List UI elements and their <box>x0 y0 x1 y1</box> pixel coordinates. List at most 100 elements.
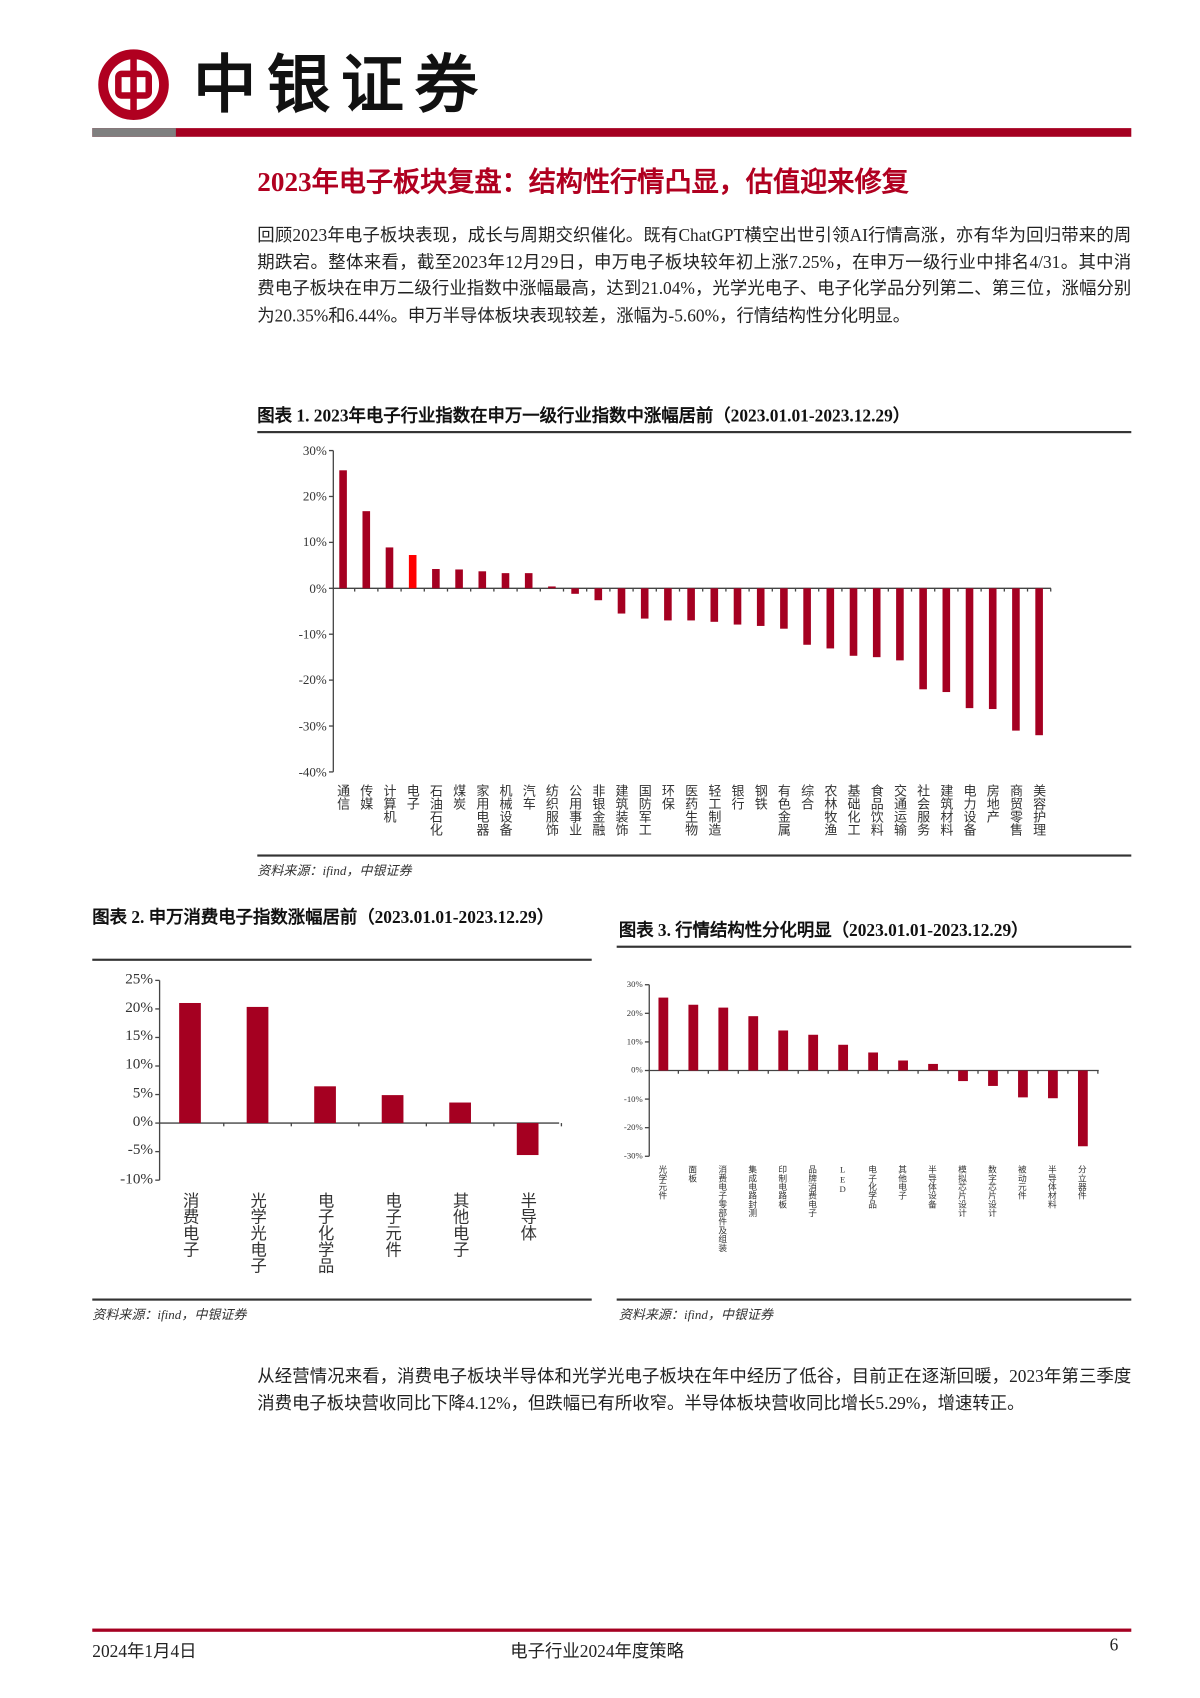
chart3-title: 图表 3. 行情结构性分化明显（2023.01.01-2023.12.29） <box>618 921 1029 941</box>
category-label: 消费电子 <box>180 1192 199 1258</box>
bar-建筑材料 <box>942 588 951 693</box>
y-tick-label: -10% <box>120 1171 154 1188</box>
bar-计算机 <box>385 547 394 589</box>
category-label: 模拟芯片设计 <box>957 1164 968 1218</box>
chart1-title: 图表 1. 2023年电子行业指数在申万一级行业指数中涨幅居前（2023.01.… <box>257 407 911 426</box>
bar-环保 <box>664 588 672 621</box>
y-tick-label: -30% <box>298 718 327 734</box>
y-tick-label: 20% <box>125 999 154 1017</box>
y-tick-label: 0% <box>132 1113 154 1131</box>
category-label: 数字芯片设计 <box>987 1164 998 1218</box>
bar-建筑装饰 <box>617 588 626 614</box>
bar-汽车 <box>524 573 533 589</box>
category-label: 半导体设备 <box>927 1164 938 1209</box>
bar-电力设备 <box>965 588 974 709</box>
bar-交通运输 <box>896 588 904 661</box>
bar-农林牧渔 <box>826 588 835 649</box>
chart2-top-rule <box>92 958 592 961</box>
bar-集成电路封测 <box>748 1016 759 1071</box>
category-label: 品牌消费电子 <box>807 1164 818 1218</box>
category-label: 交通运输 <box>892 783 908 836</box>
category-label: 电力设备 <box>961 783 978 836</box>
category-label: 面板 <box>687 1164 698 1183</box>
category-label: 有色金属 <box>776 783 792 836</box>
category-label: 商贸零售 <box>1008 783 1024 836</box>
y-tick-label: -5% <box>127 1142 154 1159</box>
footer-doc-title: 电子行业2024年度策略 <box>510 1642 685 1662</box>
y-tick-label: 30% <box>302 442 327 458</box>
bar-银行 <box>733 588 742 625</box>
category-label: 汽车 <box>521 783 537 810</box>
chart1-top-rule <box>257 431 1132 434</box>
chart3-top-rule <box>616 945 1132 948</box>
header-bar-accent <box>92 128 176 137</box>
bar-非银金融 <box>594 588 603 601</box>
y-tick-label: 10% <box>626 1036 643 1047</box>
y-tick-label: -40% <box>298 764 327 780</box>
category-label: 被动元件 <box>1017 1164 1028 1200</box>
category-label: 光学元件 <box>657 1164 668 1200</box>
bar-印制电路板 <box>778 1030 789 1071</box>
chart2-title: 图表 2. 申万消费电子指数涨幅居前（2023.01.01-2023.12.29… <box>92 908 555 928</box>
category-label: 钢铁 <box>753 783 769 810</box>
bar-半导体材料 <box>1048 1070 1058 1099</box>
category-label: 半导体材料 <box>1047 1164 1058 1209</box>
category-label: 半导体 <box>518 1192 536 1241</box>
brand-name: 中银证券 <box>193 49 489 121</box>
y-tick-label: 0% <box>631 1065 643 1076</box>
y-tick-label: -30% <box>623 1151 643 1161</box>
bar-钢铁 <box>756 588 765 626</box>
bar-数字芯片设计 <box>988 1070 998 1086</box>
category-label: 传媒 <box>358 783 374 810</box>
footer-rule <box>92 1628 1132 1632</box>
category-label: 国防军工 <box>637 783 653 836</box>
bar-电子化学品 <box>314 1086 336 1124</box>
category-label: 电子化学品 <box>315 1192 334 1274</box>
bar-电子化学品 <box>868 1052 879 1071</box>
bar-通信 <box>339 470 347 589</box>
category-label: 计算机 <box>381 783 398 823</box>
y-tick-label: 15% <box>125 1028 154 1045</box>
category-label: 电子 <box>405 783 421 810</box>
category-label: 煤炭 <box>451 783 467 810</box>
category-label: 集成电路封测 <box>747 1164 758 1218</box>
bar-其他电子 <box>898 1060 908 1071</box>
category-label: 综合 <box>799 783 815 810</box>
category-label: 通信 <box>335 783 351 810</box>
category-label: 房地产 <box>985 783 1001 823</box>
bar-半导体 <box>516 1123 539 1156</box>
bar-其他电子 <box>449 1102 471 1124</box>
bar-电子 <box>408 555 417 589</box>
chart1-bottom-rule <box>257 854 1132 857</box>
category-label: 非银金融 <box>590 783 606 836</box>
bar-纺织服饰 <box>548 586 556 589</box>
bar-面板 <box>688 1004 699 1071</box>
bar-机械设备 <box>501 573 510 589</box>
y-tick-label: 5% <box>132 1085 154 1102</box>
category-label: 食品饮料 <box>869 783 885 836</box>
bar-电子元件 <box>381 1095 404 1124</box>
category-label: 光学光电子 <box>248 1192 266 1274</box>
category-label: 建筑材料 <box>938 783 954 836</box>
bar-光学光电子 <box>246 1006 269 1124</box>
category-label: 消费电子零部件及组装 <box>717 1164 728 1252</box>
bar-品牌消费电子 <box>808 1034 819 1071</box>
category-label: 石油石化 <box>428 783 444 836</box>
category-label: 电子元件 <box>383 1192 401 1258</box>
category-label: LED <box>837 1164 848 1195</box>
bar-石油石化 <box>432 569 440 589</box>
category-label: 纺织服饰 <box>544 783 560 836</box>
category-label: 其他电子 <box>450 1192 469 1258</box>
y-tick-label: -10% <box>298 626 327 642</box>
category-label: 银行 <box>729 783 746 810</box>
intro-paragraph: 回顾2023年电子板块表现，成长与周期交织催化。既有ChatGPT横空出世引领A… <box>257 226 1132 326</box>
bar-商贸零售 <box>1012 588 1020 731</box>
category-label: 公用事业 <box>567 783 583 836</box>
bank-of-china-logo-icon <box>98 49 169 120</box>
y-tick-label: 10% <box>125 1056 154 1074</box>
bar-消费电子零部件及组装 <box>718 1007 729 1071</box>
chart2-source: 资料来源：ifind，中银证券 <box>92 1307 247 1323</box>
bar-煤炭 <box>455 569 463 589</box>
bar-有色金属 <box>780 588 788 629</box>
